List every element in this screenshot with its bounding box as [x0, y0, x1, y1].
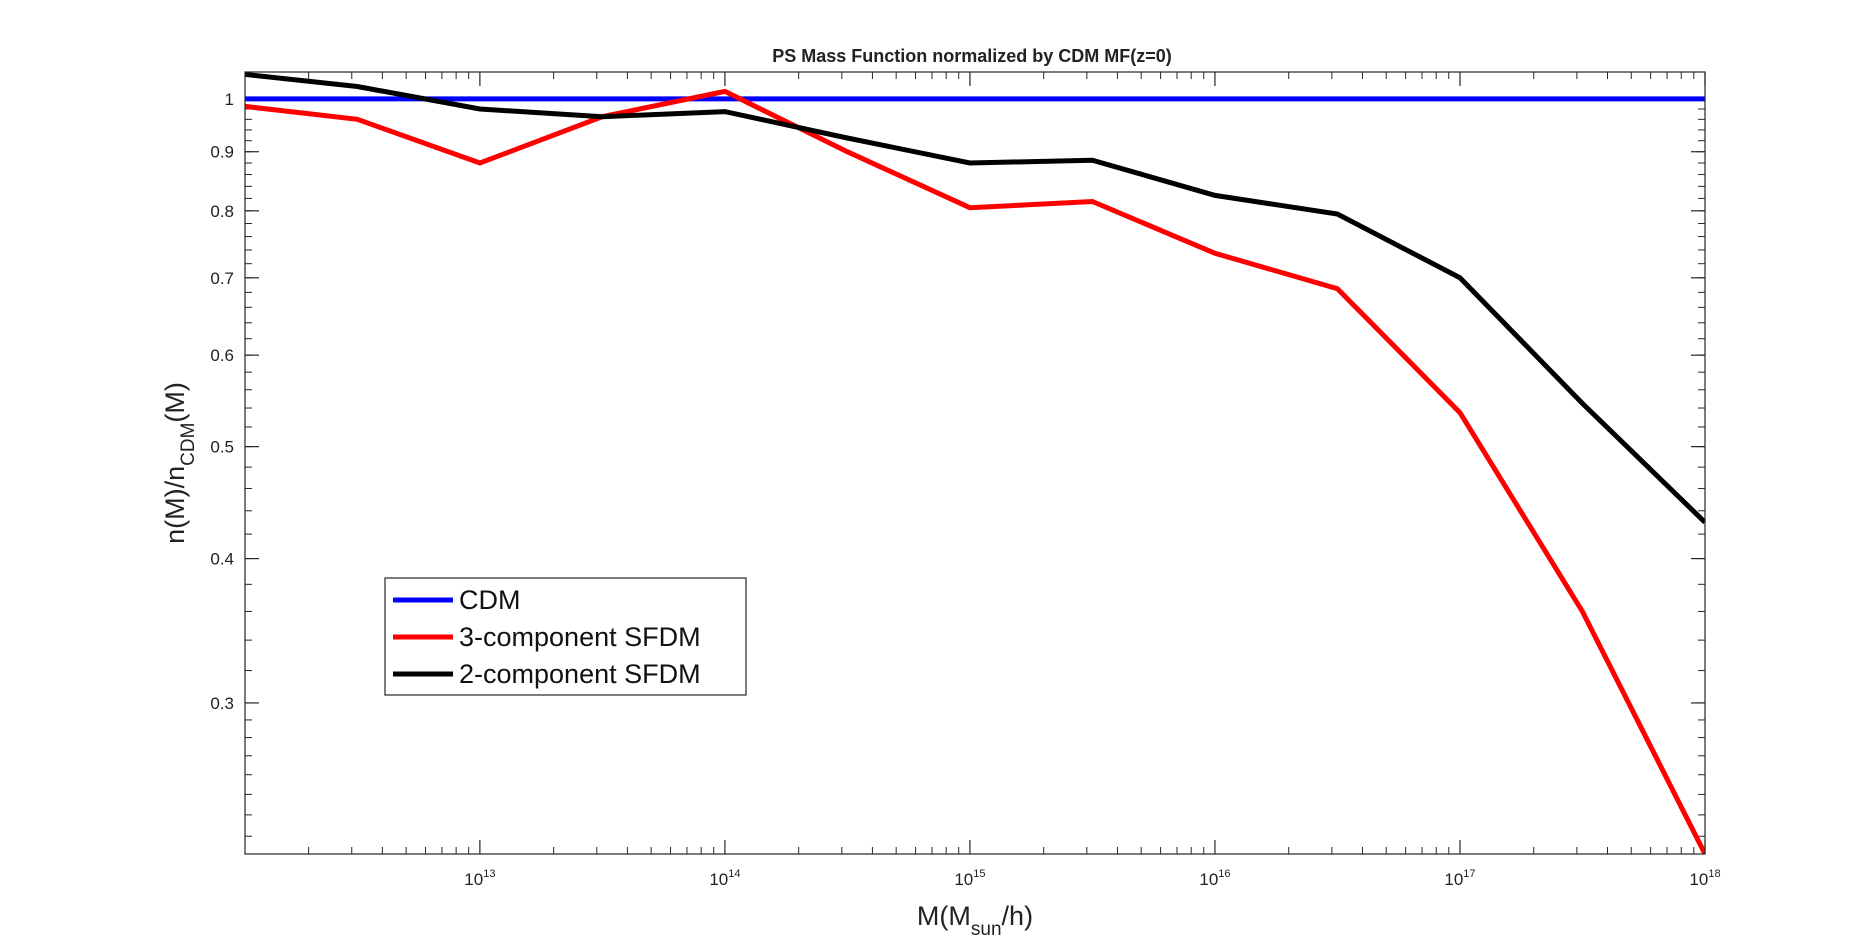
y-tick-label: 0.7 — [210, 269, 234, 288]
x-tick-labels: 1013 1014 1015 1016 1017 1018 — [464, 868, 1720, 889]
x-tick-exponent: 16 — [1218, 868, 1230, 880]
plot-frame — [244, 71, 1706, 855]
x-tick-label: 1013 — [464, 868, 495, 889]
x-axis-label-suffix: /h) — [1002, 901, 1034, 931]
plot-area — [245, 72, 1705, 854]
series-line-3-component-sfdm — [245, 88, 1705, 854]
series-lines — [245, 72, 1705, 854]
x-tick-base: 10 — [954, 870, 973, 889]
x-tick-base: 10 — [709, 870, 728, 889]
x-tick-label: 1015 — [954, 868, 985, 889]
x-tick-exponent: 17 — [1463, 868, 1475, 880]
y-axis-label-suffix: (M) — [160, 382, 190, 422]
series-line-2-component-sfdm — [245, 72, 1705, 525]
x-tick-label: 1018 — [1689, 868, 1720, 889]
y-tick-label: 0.5 — [210, 438, 234, 457]
x-tick-base: 10 — [464, 870, 483, 889]
x-axis-label-prefix: M(M — [917, 901, 971, 931]
x-tick-exponent: 18 — [1708, 868, 1720, 880]
y-tick-label: 0.8 — [210, 202, 234, 221]
x-tick-label: 1014 — [709, 868, 740, 889]
x-axis-label: M(Msun/h) — [917, 901, 1033, 940]
y-axis-label-prefix: n(M)/n — [160, 466, 190, 544]
legend-label-cdm: CDM — [459, 585, 521, 615]
y-tick-label: 0.3 — [210, 694, 234, 713]
y-tick-labels: 0.3 0.4 0.5 0.6 0.7 0.8 0.9 1 — [210, 90, 234, 713]
legend-label-2-component: 2-component SFDM — [459, 659, 701, 689]
x-tick-label: 1017 — [1444, 868, 1475, 889]
chart-title: PS Mass Function normalized by CDM MF(z=… — [772, 46, 1172, 66]
y-tick-label: 0.6 — [210, 346, 234, 365]
x-tick-label: 1016 — [1199, 868, 1230, 889]
x-tick-base: 10 — [1199, 870, 1218, 889]
y-tick-label: 0.4 — [210, 550, 234, 569]
x-tick-exponent: 13 — [483, 868, 495, 880]
x-tick-exponent: 14 — [728, 868, 740, 880]
legend-label-3-component: 3-component SFDM — [459, 622, 701, 652]
y-axis-label-subscript: CDM — [178, 423, 199, 466]
x-tick-base: 10 — [1444, 870, 1463, 889]
y-tick-label: 1 — [225, 90, 234, 109]
y-axis-label: n(M)/nCDM(M) — [160, 382, 199, 544]
x-tick-base: 10 — [1689, 870, 1708, 889]
y-tick-label: 0.9 — [210, 143, 234, 162]
x-axis-label-subscript: sun — [971, 919, 1002, 940]
legend: CDM 3-component SFDM 2-component SFDM — [384, 577, 747, 696]
x-tick-exponent: 15 — [973, 868, 985, 880]
